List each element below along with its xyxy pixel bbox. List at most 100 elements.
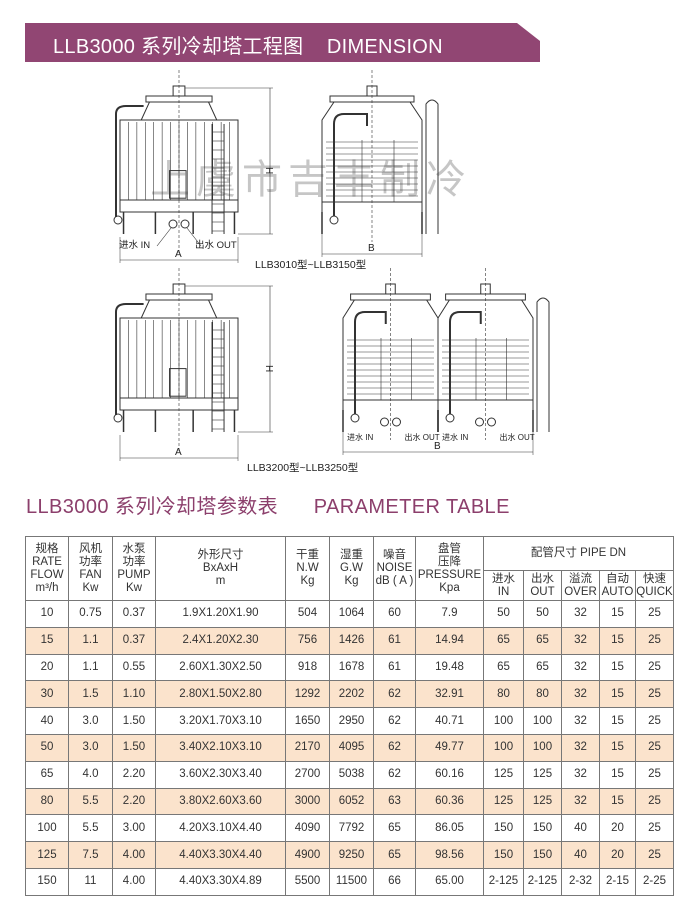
inlet-pipe [115,303,144,415]
header-line: Kw [82,581,99,594]
table-cell: 61 [373,626,416,655]
table-cell: 150 [483,841,524,869]
table-cell: 49.77 [415,733,484,762]
header-line: IN [497,585,510,598]
table-cell: 0.55 [112,653,156,682]
table-cell: 11 [68,867,113,896]
table-cell: 1.9X1.20X1.90 [155,600,286,628]
header-line: BxAxH [202,562,239,574]
drawing-line [156,227,172,247]
table-cell: 14.94 [415,626,484,655]
header-line: m³/h [35,581,59,594]
header-line: 溢流 [569,572,592,585]
header-line: 风机 [79,542,102,555]
table-cell: 65 [523,626,562,655]
header-line: OUT [530,585,555,598]
table-cell: 1.1 [68,653,113,682]
distribution-pipe [449,311,482,414]
header-line: PUMP [117,568,151,581]
header-line: 规格 [35,542,59,555]
table-row: 150 11 4.00 4.40X3.30X4.89 5500 11500 66 65.00 2… [25,867,674,896]
dimension-b-label: B [434,441,441,452]
inlet-port [380,417,389,427]
table-cell: 50 [25,733,69,762]
table-cell: 62 [373,680,416,709]
inlet-port [168,219,178,229]
watermark: 上虞市吉丰制冷 [150,158,472,202]
table-cell: 4090 [285,814,330,843]
header-nw: 干重 N.W Kg [285,536,330,601]
table-cell: 4.0 [68,760,113,789]
header-line: 盘管 [438,542,461,555]
table-cell: 5.5 [68,787,113,816]
parameter-table: 规格 RATE FLOW m³/h 风机 功率 FAN Kw 水泵 功率 PUMP Kw 外形尺寸… [25,536,674,896]
table-cell: 1650 [285,707,330,735]
table-cell: 63 [373,787,416,816]
table-cell: 15 [599,707,636,735]
table-cell: 80 [523,680,562,709]
table-cell: 50 [483,600,524,628]
header-line: PRESSURE [417,568,482,581]
table-cell: 918 [285,653,330,682]
table-cell: 15 [599,680,636,709]
table-cell: 15 [599,600,636,628]
table-cell: 4.00 [112,867,156,896]
table-cell: 25 [635,787,674,816]
table-cell: 32.91 [415,680,484,709]
table-cell: 100 [483,707,524,735]
header-rate: 规格 RATE FLOW m³/h [25,536,69,601]
table-cell: 150 [523,841,562,869]
table-cell: 2-15 [599,867,636,896]
valve [113,215,123,225]
distribution-pipe [333,113,368,216]
table-cell: 40 [561,841,600,869]
table-cell: 504 [285,600,330,628]
outlet-port [180,219,190,229]
table-cell: 3.0 [68,707,113,735]
table-cell: 100 [25,814,69,843]
table-cell: 3.40X2.10X3.10 [155,733,286,762]
table-cell: 65 [483,653,524,682]
table-cell: 6052 [329,787,374,816]
header-line: Kpa [439,581,460,594]
table-row: 50 3.0 1.50 3.40X2.10X3.10 2170 4095 62 49.77 10… [25,733,674,762]
table-row: 30 1.5 1.10 2.80X1.50X2.80 1292 2202 62 32.91 80… [25,680,674,709]
table-cell: 4900 [285,841,330,869]
table-cell: 25 [635,814,674,843]
table-cell: 20 [599,814,636,843]
table-cell: 25 [635,600,674,628]
table-cell: 7.9 [415,600,484,628]
table-cell: 65 [523,653,562,682]
overflow-pipe [425,99,439,234]
table-cell: 125 [483,787,524,816]
valve [329,215,339,225]
table-cell: 100 [483,733,524,762]
table-cell: 2-125 [523,867,562,896]
table-cell: 5.5 [68,814,113,843]
table-cell: 3.60X2.30X3.40 [155,760,286,789]
table-cell: 1064 [329,600,374,628]
table-cell: 10 [25,600,69,628]
dimension-a-label: A [175,447,182,458]
table-cell: 25 [635,707,674,735]
table-cell: 1.1 [68,626,113,655]
header-line: G.W [340,562,363,574]
table-cell: 2.20 [112,760,156,789]
header-line: 水泵 [122,542,146,555]
dimension-a-label: A [175,249,182,260]
access-door [169,368,187,397]
header-size: 外形尺寸 BxAxH m [155,536,286,601]
table-cell: 2.4X1.20X2.30 [155,626,286,655]
table-cell: 20 [25,653,69,682]
table-cell: 4.00 [112,841,156,869]
table-cell: 756 [285,626,330,655]
table-cell: 11500 [329,867,374,896]
table-row: 80 5.5 2.20 3.80X2.60X3.60 3000 6052 63 60.36 12… [25,787,674,816]
header-line: FLOW [30,568,64,581]
distribution-pipe [354,311,387,414]
valve [113,413,123,423]
table-cell: 125 [25,841,69,869]
table-cell: 32 [561,600,600,628]
header-line: Kg [344,575,359,587]
header-line: 湿重 [340,549,363,561]
